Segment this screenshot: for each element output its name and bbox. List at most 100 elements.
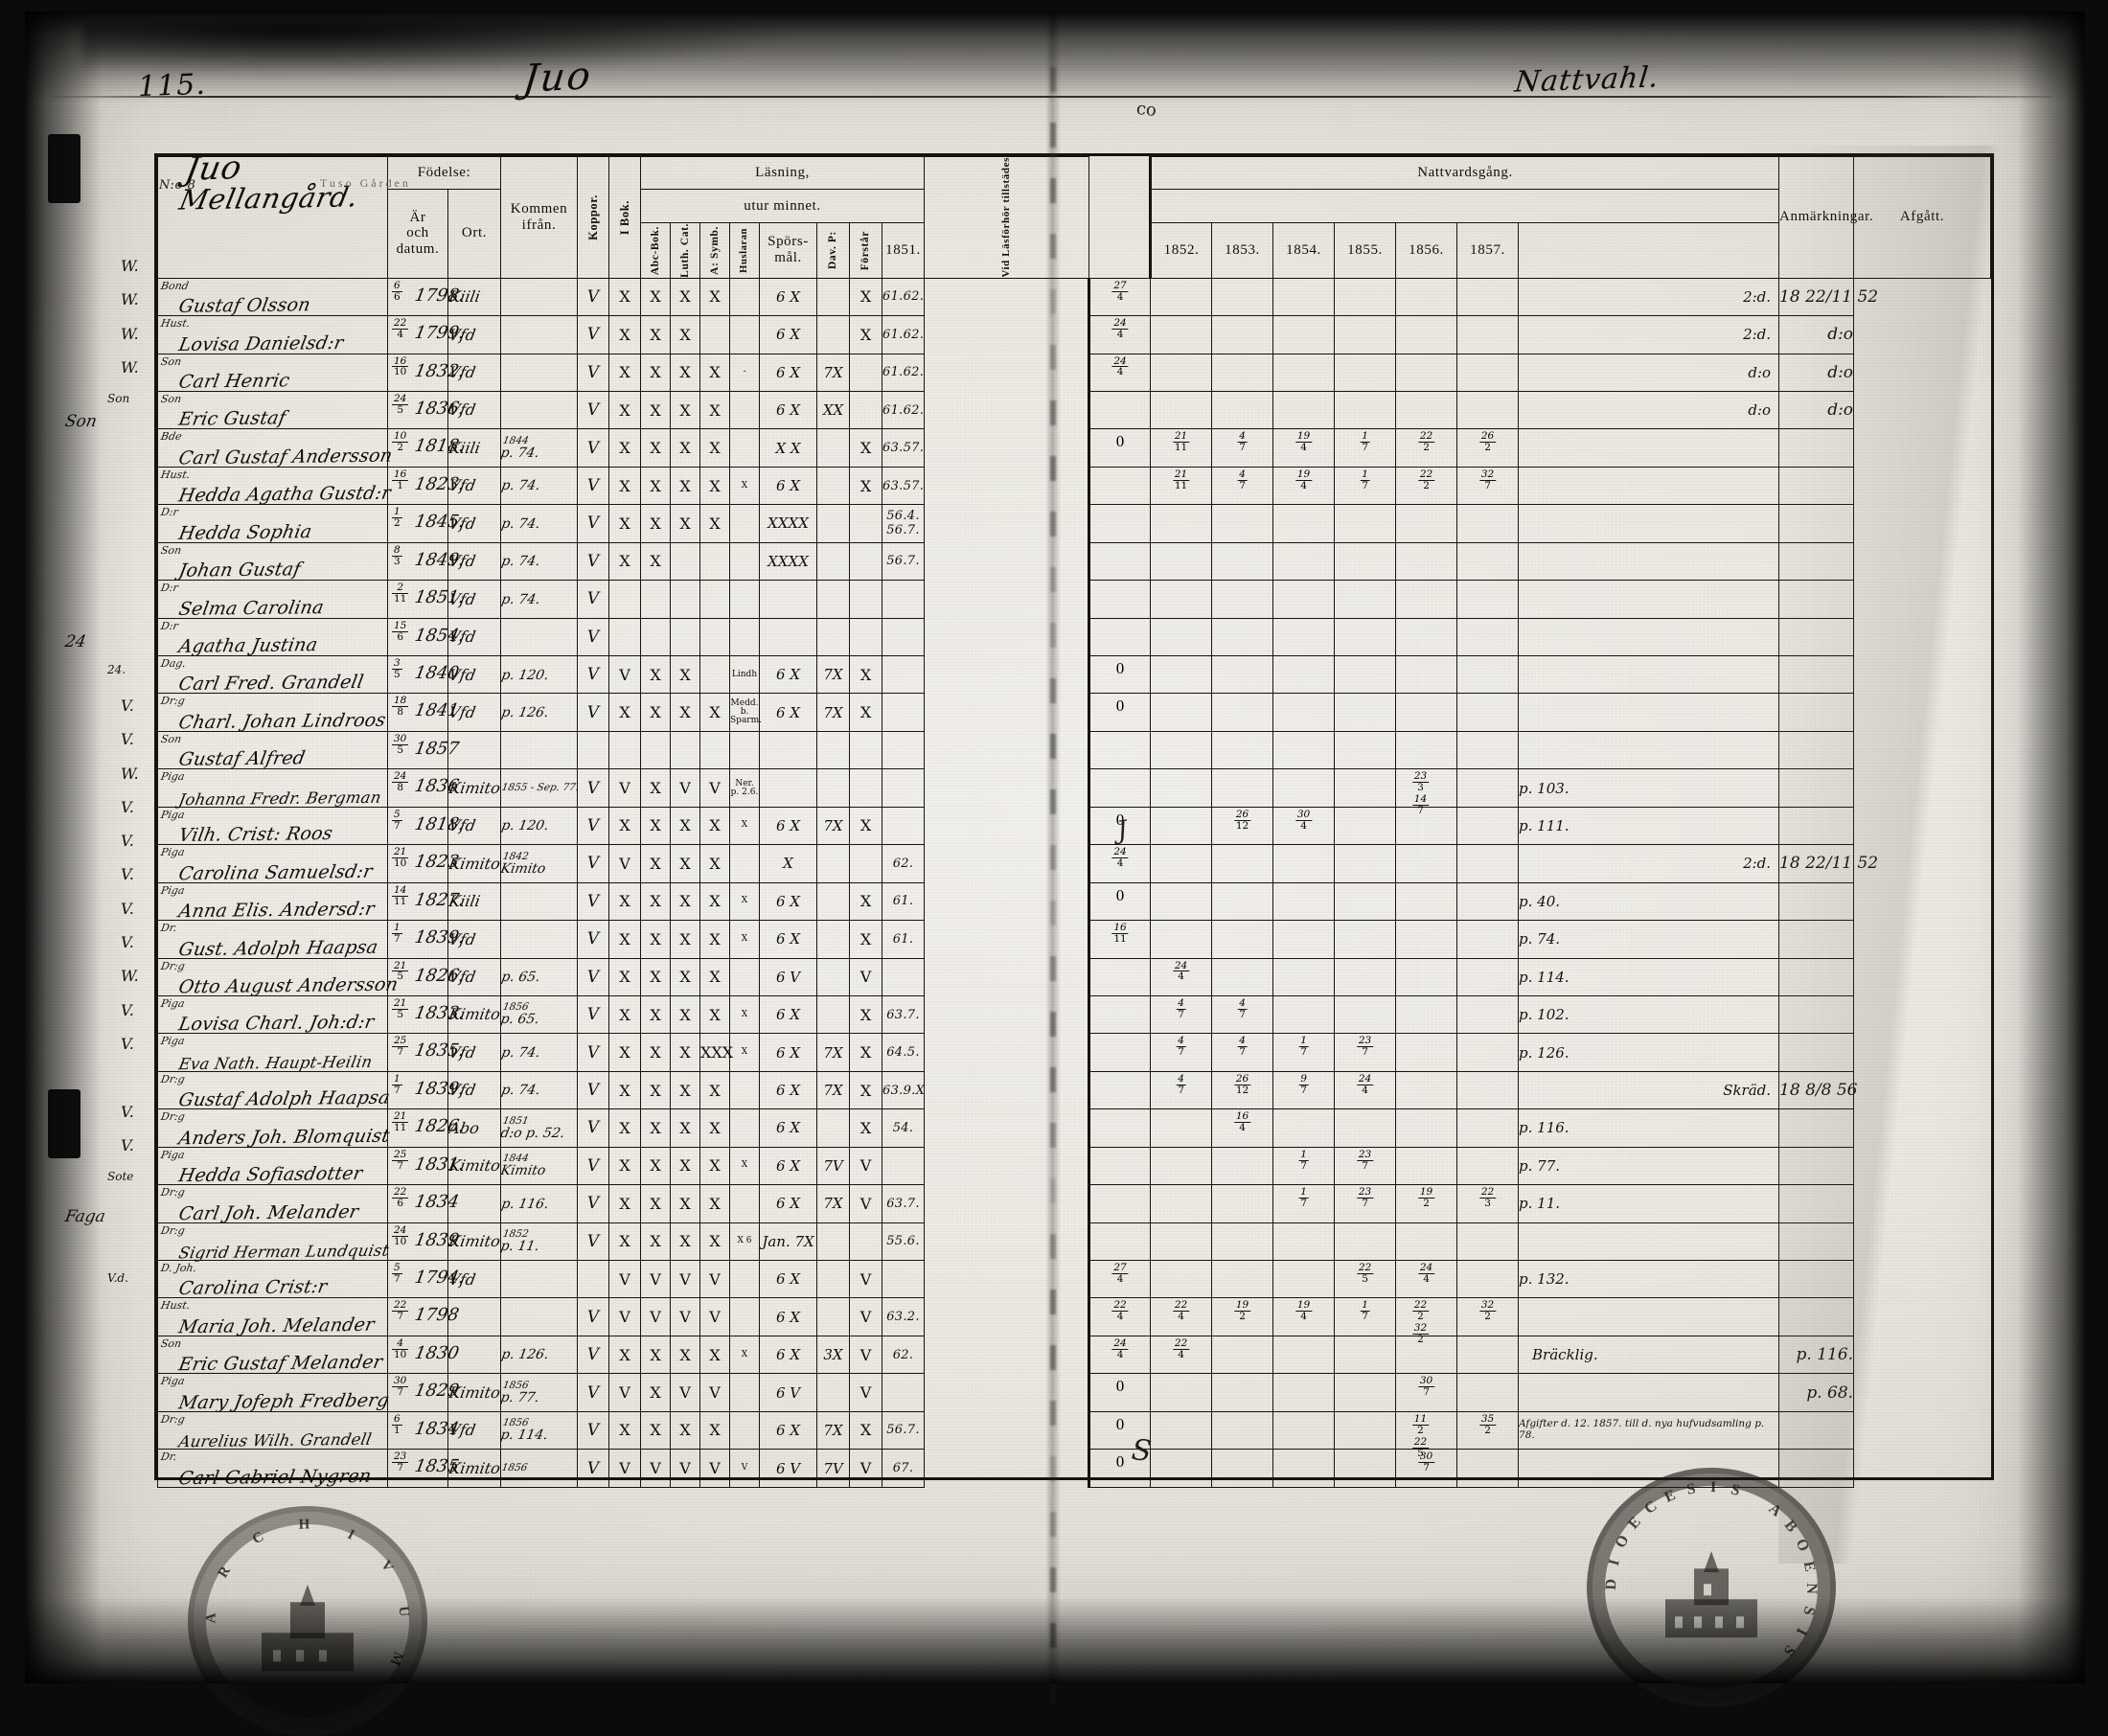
cell-communion-1852 xyxy=(1150,806,1213,846)
cell-communion-1852 xyxy=(1150,315,1213,354)
cell-communion-1853 xyxy=(1211,1184,1274,1223)
cell-birth-date: 1 7 1839. xyxy=(387,920,466,959)
row-flag: W. xyxy=(121,764,139,783)
cell-name: Hust. Maria Joh. Melander xyxy=(157,1297,388,1337)
cell-communion-1855 xyxy=(1334,881,1397,922)
cell-communion-1855 xyxy=(1334,655,1397,695)
row-flag: V. xyxy=(121,1000,134,1019)
person-name: Gustaf Adolph Haapsa xyxy=(176,1086,392,1111)
cell-communion-1855 xyxy=(1334,617,1397,657)
cell-communion-1855 xyxy=(1334,994,1397,1035)
cell-name: Dr:g Aurelius Wilh. Grandell xyxy=(157,1410,388,1450)
cell-communion-1853 xyxy=(1211,1335,1274,1375)
cell-communion-1856 xyxy=(1395,504,1458,543)
cell-birth-date: 24 10 1839 xyxy=(387,1222,461,1262)
cell-come-from: 1856 p. 114. xyxy=(497,1411,581,1450)
cell-communion-1856: 22 2 32 2 xyxy=(1395,1297,1458,1344)
cell-come-from: p. 126. xyxy=(497,693,581,732)
cell-communion-1855: 23 7 xyxy=(1334,1146,1397,1186)
cell-communion-1855 xyxy=(1334,580,1397,619)
cell-name: Dr:g Otto August Andersson xyxy=(157,957,400,997)
cell-name: Piga Carolina Samuelsd:r xyxy=(157,844,388,884)
cell-communion-1857 xyxy=(1456,1449,1520,1488)
cell-communion-1853 xyxy=(1211,541,1274,582)
cell-birth-date: 4 10 1830 xyxy=(387,1335,461,1375)
cell-come-from: p. 65. xyxy=(497,958,581,996)
cell-communion-1853: 19 2 xyxy=(1211,1297,1274,1336)
cell-come-from: p. 74. xyxy=(497,504,581,543)
cell-communion-1857 xyxy=(1456,957,1520,996)
cell-birth-date: 1 7 1839. xyxy=(387,1070,466,1110)
cell-communion-1856 xyxy=(1395,730,1458,770)
cell-communion-1853: 26 12 xyxy=(1211,806,1274,846)
cell-communion-1851 xyxy=(1088,1033,1152,1072)
name-prefix: Piga xyxy=(159,846,186,859)
cell-come-from: 1856 xyxy=(497,1449,582,1488)
name-prefix: Piga xyxy=(159,770,186,784)
cell-communion-1857 xyxy=(1456,1260,1520,1299)
name-prefix: Son xyxy=(159,354,183,368)
cell-communion-1856 xyxy=(1395,1033,1458,1072)
cell-communion-1851 xyxy=(1088,768,1152,808)
cell-communion-1851: 24 4 xyxy=(1088,353,1152,392)
name-prefix: Dag. xyxy=(159,657,188,671)
cell-communion-1857: 35 2 xyxy=(1456,1410,1520,1450)
cell-birth-date: 22 7 1798 xyxy=(387,1297,461,1336)
cell-communion-1853 xyxy=(1211,655,1274,695)
seal-letter: E xyxy=(1799,1560,1819,1574)
cell-communion-1856 xyxy=(1395,1222,1458,1262)
seal-letter: I xyxy=(344,1526,358,1544)
cell-communion-1854 xyxy=(1272,504,1336,543)
cell-communion-1855 xyxy=(1334,1222,1397,1262)
cell-communion-1856 xyxy=(1395,655,1458,695)
cell-communion-1852 xyxy=(1150,580,1213,619)
row-flag: V. xyxy=(121,865,134,884)
cell-come-from xyxy=(497,731,581,769)
cell-communion-1851 xyxy=(1088,504,1152,543)
cell-communion-1853 xyxy=(1211,390,1274,430)
cell-communion-1855: 24 4 xyxy=(1334,1070,1397,1110)
seal-letter: M xyxy=(385,1649,406,1669)
archive-tower-icon xyxy=(262,1584,354,1671)
cell-communion-1855: 23 7 xyxy=(1334,1033,1397,1072)
cell-communion-1853 xyxy=(1211,315,1274,354)
person-name: Johanna Fredr. Bergman xyxy=(177,788,383,810)
name-prefix: Piga xyxy=(159,883,186,897)
cell-communion-1857 xyxy=(1456,353,1520,392)
cell-communion-1852: 21 11 xyxy=(1150,428,1213,468)
cell-communion-1857: 32 7 xyxy=(1456,466,1520,506)
cell-birth-date: 8 3 1849. xyxy=(387,541,466,582)
cell-communion-1856: 19 2 xyxy=(1395,1184,1458,1223)
name-prefix: Bond xyxy=(159,279,190,292)
cell-communion-1854 xyxy=(1272,768,1336,808)
cell-communion-1855 xyxy=(1334,1410,1397,1450)
cell-birth-date: 1 2 1845. xyxy=(387,504,466,543)
cell-communion-1852 xyxy=(1150,1146,1213,1186)
cell-communion-1852 xyxy=(1150,693,1213,732)
cell-communion-1857: 22 3 xyxy=(1456,1184,1520,1223)
cell-come-from: 1844 Kimito xyxy=(497,1147,581,1185)
person-name: Carolina Samuelsd:r xyxy=(176,860,375,884)
row-flag: Sote xyxy=(107,1170,134,1184)
cell-birth-date: 5 7 1818. xyxy=(387,806,466,846)
name-prefix: Dr. xyxy=(159,1450,178,1464)
cell-come-from: p. 74. xyxy=(497,467,581,505)
place-header: Juo xyxy=(520,53,595,103)
cell-communion-1856 xyxy=(1395,390,1458,430)
cell-communion-1852: 24 4 xyxy=(1150,957,1213,996)
cell-communion-1855 xyxy=(1334,1335,1397,1375)
cell-come-from: p. 126. xyxy=(497,1336,581,1374)
person-name: Selma Carolina xyxy=(176,596,326,620)
person-name: Lovisa Charl. Joh:d:r xyxy=(176,1012,377,1036)
person-name: Vilh. Crist: Roos xyxy=(176,823,334,847)
cell-name: Piga Mary Jofeph Fredberg xyxy=(157,1373,391,1413)
cell-come-from: p. 74. xyxy=(497,1071,581,1109)
row-flag: W. xyxy=(121,324,139,343)
name-prefix: D:r xyxy=(159,506,179,519)
